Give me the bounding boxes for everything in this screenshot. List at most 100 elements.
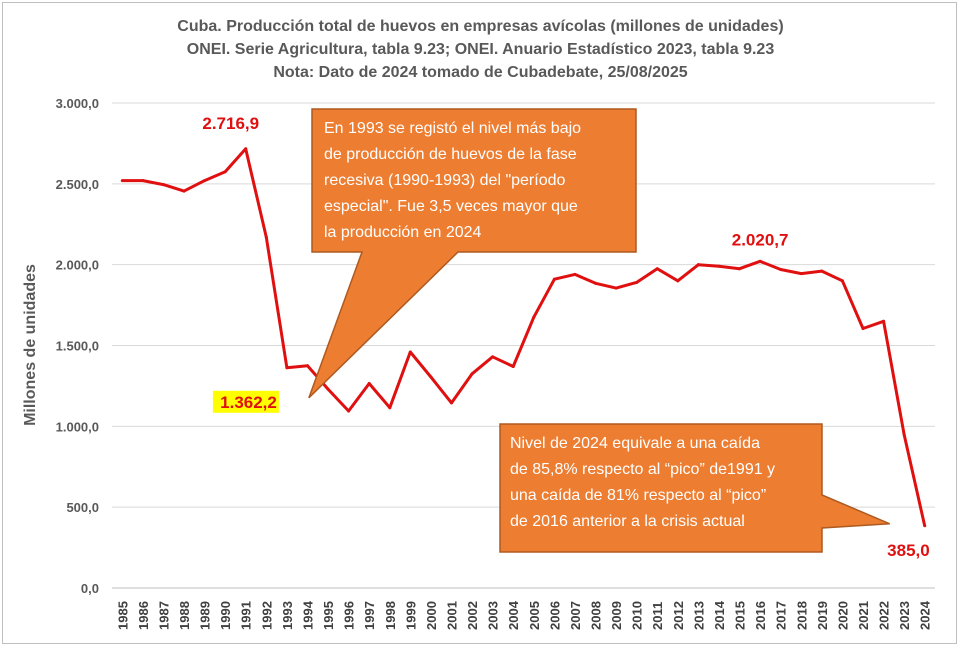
x-tick-label: 1986 [136,601,151,630]
x-tick-label: 1985 [115,601,130,630]
x-tick-label: 2013 [691,601,706,630]
y-tick-label: 2.500,0 [56,177,99,192]
data-point [511,365,515,369]
data-point [223,170,227,174]
data-point [182,189,186,193]
data-point [408,350,412,354]
data-point [696,263,700,267]
y-tick-label: 0,0 [81,581,99,596]
data-point [676,279,680,283]
data-point [840,279,844,283]
data-point [470,372,474,376]
data-point [326,387,330,391]
x-tick-label: 1990 [218,601,233,630]
data-point [594,281,598,285]
callout-1993-line: de producción de huevos de la fase [324,146,577,163]
callout-1993-line: En 1993 se registó el nivel más bajo [324,120,582,137]
data-label: 2.020,7 [732,230,789,249]
data-point [161,183,165,187]
data-labels: 2.716,9 1.362,2 2.020,7 385,0 [202,114,929,560]
x-tick-label: 1989 [198,601,213,630]
data-point [820,269,824,273]
data-point [491,355,495,359]
callout-2024-box [499,423,891,553]
callout-2024-line: Nivel de 2024 equivale a una caída [510,435,760,452]
y-tick-labels: 0,0 500,0 1.000,0 1.500,0 2.000,0 2.500,0 3.00… [56,96,99,596]
x-tick-label: 2008 [589,601,604,630]
y-tick-label: 1.500,0 [56,339,99,354]
data-point [285,366,289,370]
x-tick-label: 2002 [465,601,480,630]
x-tick-label: 2003 [486,601,501,630]
data-point [264,235,268,239]
callout-2024-line: una caída de 81% respecto al “pico” [510,487,767,504]
series-line-group [120,147,927,528]
data-point [779,268,783,272]
callout-1993-line: especial". Fue 3,5 veces mayor que [324,198,578,215]
data-point [347,409,351,413]
x-tick-label: 1987 [156,601,171,630]
data-point [203,179,207,183]
x-tick-label: 1999 [403,601,418,630]
data-label-highlight [212,390,279,413]
x-tick-label: 2017 [774,601,789,630]
x-tick-label: 1997 [362,601,377,630]
callouts [308,108,891,553]
y-axis-label: Millones de unidades [22,264,39,426]
x-tick-label: 2005 [527,601,542,630]
x-tick-label: 1993 [280,601,295,630]
x-tick-label: 2020 [835,601,850,630]
data-point [367,381,371,385]
callout-2024-line: de 2016 anterior a la crisis actual [510,513,745,530]
data-point [923,524,927,528]
chart-title-line-3: Nota: Dato de 2024 tomado de Cubadebate,… [273,64,688,81]
y-tick-label: 3.000,0 [56,96,99,111]
chart-title-line-2: ONEI. Serie Agricultura, tabla 9.23; ONE… [186,41,775,58]
x-tick-labels: 1985 1986 1987 1988 1989 1990 1991 1992 1993 1994… [115,600,932,630]
x-tick-label: 2004 [506,600,521,630]
data-point [573,272,577,276]
series-line [122,147,927,527]
callout-1993-line: la producción en 2024 [324,224,482,241]
data-point [429,375,433,379]
x-tick-label: 1994 [300,600,315,630]
data-point [532,315,536,319]
x-tick-label: 2009 [609,601,624,630]
data-point [120,179,124,183]
data-label: 385,0 [887,541,930,560]
data-label: 2.716,9 [202,114,259,133]
data-point [635,280,639,284]
data-point [552,277,556,281]
data-point [141,179,145,183]
data-point [902,432,906,436]
data-point [388,406,392,410]
x-tick-label: 1995 [321,601,336,630]
y-tick-label: 1.000,0 [56,419,99,434]
data-point [305,364,309,368]
x-tick-label: 2007 [568,601,583,630]
callout-1993-line: recesiva (1990-1993) del "período [324,172,566,189]
x-tick-label: 2016 [753,601,768,630]
x-tick-label: 2015 [733,601,748,630]
data-point [449,401,453,405]
callout-2024-line: de 85,8% respecto al “pico” de1991 y [510,461,776,478]
x-tick-label: 2012 [671,601,686,630]
x-tick-label: 2023 [897,601,912,630]
x-tick-label: 2010 [630,601,645,630]
x-tick-label: 2014 [712,600,727,630]
x-tick-label: 1992 [259,601,274,630]
x-tick-label: 1998 [383,601,398,630]
data-point [861,327,865,331]
data-label: 1.362,2 [220,393,277,412]
data-point [799,272,803,276]
y-tick-label: 500,0 [66,500,99,515]
x-tick-label: 1996 [342,601,357,630]
data-point [758,259,762,263]
x-tick-label: 2021 [856,601,871,630]
data-point [655,267,659,271]
x-tick-label: 1991 [239,601,254,630]
data-point [882,319,886,323]
data-point [244,147,248,151]
x-tick-label: 2011 [650,602,665,630]
